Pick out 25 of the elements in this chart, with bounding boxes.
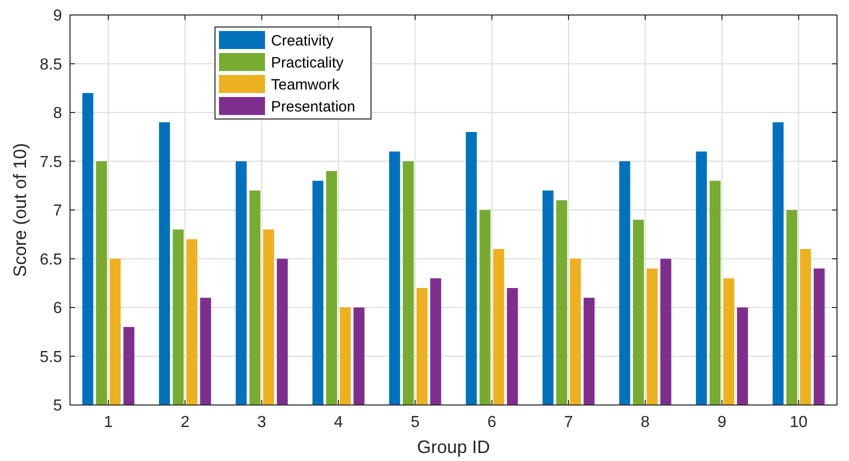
y-tick-label: 5.5 bbox=[40, 348, 62, 366]
y-tick-label: 9 bbox=[53, 8, 62, 25]
x-tick-label: 2 bbox=[180, 414, 190, 431]
x-tick-label: 10 bbox=[790, 414, 808, 431]
x-axis-title: Group ID bbox=[416, 437, 490, 457]
x-tick-label: 6 bbox=[487, 414, 496, 431]
y-tick-label: 5 bbox=[53, 398, 62, 415]
x-tick-label: 7 bbox=[564, 414, 574, 431]
x-tick-label: 5 bbox=[410, 414, 420, 431]
legend-label: Presentation bbox=[271, 98, 356, 116]
x-tick-label: 3 bbox=[257, 414, 266, 431]
y-tick-label: 7 bbox=[53, 202, 62, 220]
x-tick-label: 8 bbox=[640, 414, 650, 431]
y-tick-label: 6.5 bbox=[40, 251, 62, 268]
x-tick-label: 9 bbox=[717, 414, 726, 431]
legend-label: Teamwork bbox=[271, 76, 340, 94]
x-tick-label: 1 bbox=[104, 414, 113, 431]
y-tick-label: 7.5 bbox=[40, 154, 62, 171]
legend-label: Practicality bbox=[271, 54, 344, 72]
y-axis-title: Score (out of 10) bbox=[10, 142, 30, 278]
y-tick-label: 8 bbox=[53, 105, 62, 122]
y-tick-label: 8.5 bbox=[40, 56, 62, 74]
legend-label: Creativity bbox=[271, 32, 334, 50]
y-tick-label: 6 bbox=[53, 300, 62, 318]
x-tick-label: 4 bbox=[334, 414, 343, 431]
